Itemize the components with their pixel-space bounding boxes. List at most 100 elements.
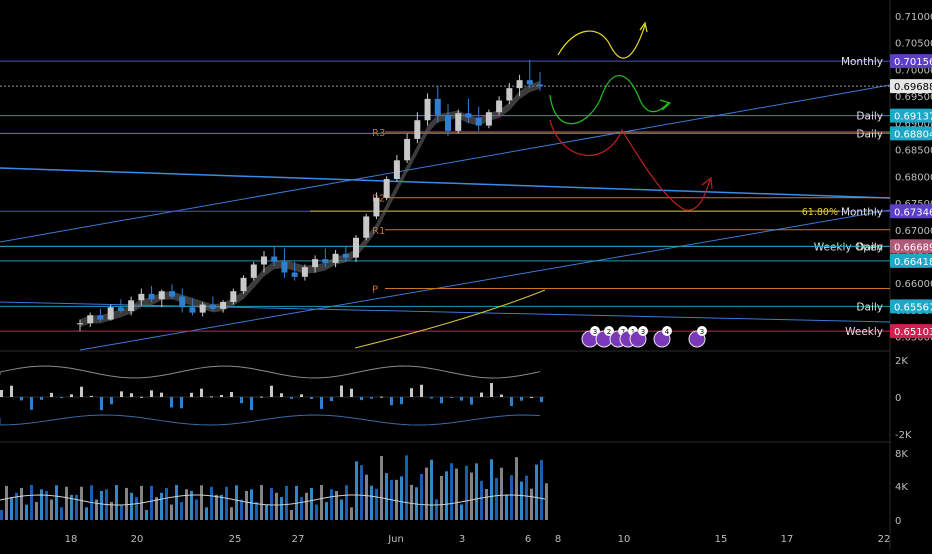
level-label: Daily	[856, 111, 883, 123]
volume-bar	[365, 474, 368, 520]
candle-body	[107, 307, 114, 320]
volume-tick-label: 4K	[895, 482, 908, 493]
volume-bar	[70, 494, 73, 520]
osc-bar	[180, 397, 183, 409]
osc-bar	[510, 397, 513, 407]
candle-body	[117, 307, 124, 311]
volume-bar	[535, 464, 538, 520]
candle-body	[87, 315, 94, 324]
level-label: Monthly	[841, 206, 883, 218]
osc-bar	[170, 397, 173, 408]
osc-bar	[0, 390, 3, 397]
volume-bar	[205, 507, 208, 520]
volume-bar	[130, 492, 133, 520]
candle-body	[516, 80, 523, 89]
volume-bar	[525, 475, 528, 520]
volume-bar	[175, 485, 178, 520]
volume-bar	[275, 492, 278, 520]
volume-bar	[110, 502, 113, 520]
volume-bar	[410, 484, 413, 520]
candle-body	[485, 112, 492, 126]
volume-bar	[160, 492, 163, 520]
volume-bar	[115, 485, 118, 520]
volume-bar	[435, 499, 438, 520]
osc-tick-label: 0	[895, 393, 901, 404]
event-count: 1	[631, 328, 635, 336]
volume-bar	[495, 477, 498, 520]
volume-bar	[345, 485, 348, 520]
osc-bar	[40, 397, 43, 400]
osc-bar	[140, 396, 143, 398]
candle-body	[332, 253, 339, 263]
volume-bar	[375, 488, 378, 520]
osc-bar	[160, 392, 163, 397]
candle-body	[475, 117, 482, 126]
volume-bar	[120, 504, 123, 520]
time-tick-label: Jun	[387, 534, 404, 545]
volume-bar	[250, 489, 253, 520]
volume-bar	[95, 499, 98, 520]
osc-tick-label: 2K	[895, 356, 908, 367]
osc-bar	[280, 393, 283, 397]
volume-bar	[480, 480, 483, 520]
volume-bar	[245, 490, 248, 520]
volume-bar	[500, 467, 503, 520]
candle-body	[291, 272, 298, 277]
volume-bar	[445, 471, 448, 520]
hand-drawn-annotations	[549, 21, 713, 211]
level-label: Weekly	[845, 326, 883, 338]
osc-bar	[390, 397, 393, 406]
price-badge	[890, 204, 932, 219]
osc-bar	[250, 397, 253, 411]
osc-bar	[430, 397, 433, 399]
osc-bar	[290, 397, 293, 399]
price-badge-text: 0.69137	[894, 112, 932, 123]
osc-bar	[460, 397, 463, 401]
volume-bar	[195, 499, 198, 520]
osc-bar	[120, 391, 123, 397]
candles	[77, 59, 543, 332]
osc-bar	[30, 397, 33, 410]
volume-bar	[150, 485, 153, 520]
green-projection	[549, 75, 669, 125]
osc-bar	[320, 397, 323, 409]
candle-body	[322, 259, 329, 263]
volume-bar	[520, 481, 523, 520]
osc-bar	[360, 397, 363, 401]
osc-bar	[300, 394, 303, 397]
candle-body	[138, 293, 145, 301]
price-badge-text: 0.66689	[894, 242, 932, 253]
candle-body	[158, 291, 165, 300]
volume-bar	[200, 485, 203, 520]
volume-bar	[30, 485, 33, 520]
candle-body	[455, 113, 462, 131]
osc-lower-envelope	[0, 414, 541, 426]
price-badge-text: 0.66418	[894, 257, 932, 268]
volume-bar	[265, 504, 268, 520]
volume-bar	[60, 507, 63, 520]
volume-bar	[0, 510, 3, 520]
osc-bar	[420, 384, 423, 397]
price-badge	[890, 239, 932, 254]
level-badges: 0.70156 0.69688 0.69137 0.68804 0.67346 0.666…	[890, 54, 932, 339]
trendline	[0, 167, 891, 199]
candle-body	[97, 315, 104, 320]
osc-bar	[310, 397, 313, 399]
price-badge-text: 0.69688	[894, 82, 932, 93]
candle-body	[506, 88, 513, 101]
volume-bar	[55, 485, 58, 520]
volume-bar	[340, 499, 343, 520]
candle-body	[281, 261, 288, 273]
volume-bar	[40, 489, 43, 520]
candle-body	[383, 179, 390, 198]
price-badge	[890, 253, 932, 268]
indicator-bands	[80, 80, 546, 349]
oscillator-pane: 2K 0 -2K	[0, 356, 912, 441]
volume-bar	[300, 497, 303, 520]
volume-pane: 8K 4K 0	[0, 449, 908, 527]
event-count: 3	[593, 328, 597, 336]
